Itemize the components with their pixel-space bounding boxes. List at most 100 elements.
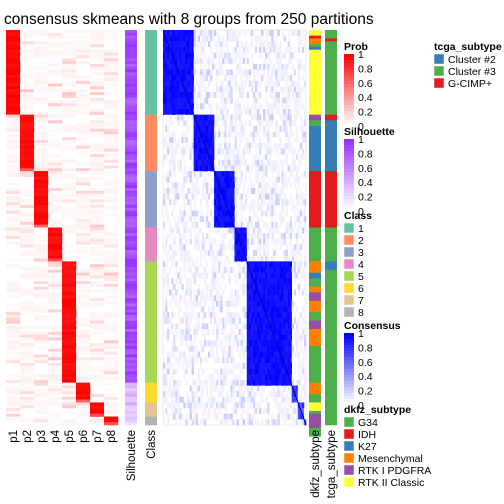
prob-cell (104, 196, 119, 200)
consensus-cell (297, 261, 301, 268)
consensus-cell (205, 193, 209, 200)
consensus-cell (165, 188, 168, 194)
consensus-cell (189, 255, 192, 262)
consensus-cell (271, 120, 274, 127)
consensus-cell (254, 362, 258, 369)
consensus-cell (261, 419, 264, 426)
consensus-cell (295, 58, 299, 65)
consensus-cell (209, 238, 213, 245)
silhouette-cell (125, 120, 137, 124)
consensus-cell (183, 109, 186, 115)
consensus-cell (265, 379, 268, 386)
consensus-cell (240, 368, 243, 375)
legend-tick-label: 1 (358, 134, 364, 146)
silhouette-cell (125, 227, 137, 231)
prob-cell (20, 230, 35, 234)
consensus-cell (177, 103, 180, 110)
consensus-cell (244, 137, 248, 144)
consensus-cell (179, 306, 182, 313)
prob-cell (20, 199, 35, 203)
consensus-diagonal-cell (227, 207, 229, 211)
consensus-cell (218, 295, 221, 302)
consensus-cell (238, 396, 241, 403)
consensus-diagonal-cell (254, 283, 257, 287)
consensus-diagonal-cell (203, 142, 206, 146)
consensus-cell (267, 137, 270, 144)
prob-cell (34, 416, 49, 420)
consensus-cell (165, 306, 168, 313)
consensus-cell (254, 306, 258, 313)
consensus-cell (203, 323, 207, 330)
consensus-cell (187, 52, 190, 59)
consensus-cell (295, 92, 299, 99)
consensus-cell (301, 210, 305, 217)
consensus-cell (291, 159, 295, 166)
consensus-cell (252, 357, 256, 364)
prob-cell (76, 382, 91, 386)
consensus-cell (218, 131, 221, 138)
consensus-cell (199, 362, 203, 369)
consensus-cell (201, 142, 205, 149)
consensus-cell (301, 148, 305, 155)
consensus-cell (279, 267, 282, 273)
prob-cell (6, 210, 21, 214)
prob-cell (76, 221, 91, 225)
consensus-cell (195, 289, 199, 296)
consensus-cell (195, 188, 199, 194)
prob-cell (90, 357, 105, 361)
consensus-cell (293, 69, 297, 76)
consensus-cell (177, 188, 180, 194)
legend-gradient-step (344, 375, 354, 379)
consensus-cell (175, 368, 178, 375)
consensus-cell (169, 114, 172, 121)
consensus-cell (220, 193, 223, 200)
consensus-cell (248, 295, 252, 302)
prob-cell (62, 148, 77, 152)
prob-cell (62, 210, 77, 214)
consensus-cell (201, 391, 205, 398)
consensus-cell (193, 238, 196, 245)
prob-cell (34, 171, 49, 175)
consensus-cell (201, 419, 205, 426)
prob-cell (6, 75, 21, 79)
consensus-cell (254, 272, 258, 279)
prob-cell (34, 374, 49, 378)
consensus-cell (285, 295, 288, 302)
consensus-cell (291, 148, 295, 155)
prob-cell (104, 103, 119, 107)
consensus-diagonal-cell (273, 334, 275, 338)
legend-gradient-step (344, 57, 354, 61)
consensus-cell (212, 329, 215, 336)
consensus-cell (281, 233, 284, 240)
consensus-cell (203, 69, 207, 76)
consensus-cell (273, 323, 276, 330)
prob-cell (34, 196, 49, 200)
consensus-cell (191, 58, 194, 65)
consensus-cell (279, 357, 282, 364)
consensus-cell (207, 193, 211, 200)
consensus-cell (283, 346, 286, 352)
consensus-cell (205, 385, 209, 392)
consensus-cell (259, 357, 262, 364)
consensus-cell (254, 340, 258, 347)
prob-cell (48, 159, 63, 163)
consensus-cell (250, 346, 254, 352)
consensus-cell (207, 159, 211, 166)
consensus-cell (263, 182, 266, 189)
prob-cell (6, 399, 21, 403)
consensus-cell (220, 109, 223, 115)
consensus-cell (271, 283, 274, 290)
consensus-cell (267, 199, 270, 206)
consensus-cell (261, 306, 264, 313)
consensus-cell (277, 362, 280, 369)
prob-cell (104, 69, 119, 73)
consensus-cell (205, 120, 209, 127)
prob-cell (6, 295, 21, 299)
consensus-cell (220, 272, 223, 279)
prob-cell (104, 179, 119, 183)
consensus-cell (273, 329, 276, 336)
consensus-cell (171, 391, 174, 398)
consensus-cell (171, 385, 174, 392)
consensus-cell (189, 334, 192, 341)
consensus-diagonal-cell (253, 281, 256, 285)
